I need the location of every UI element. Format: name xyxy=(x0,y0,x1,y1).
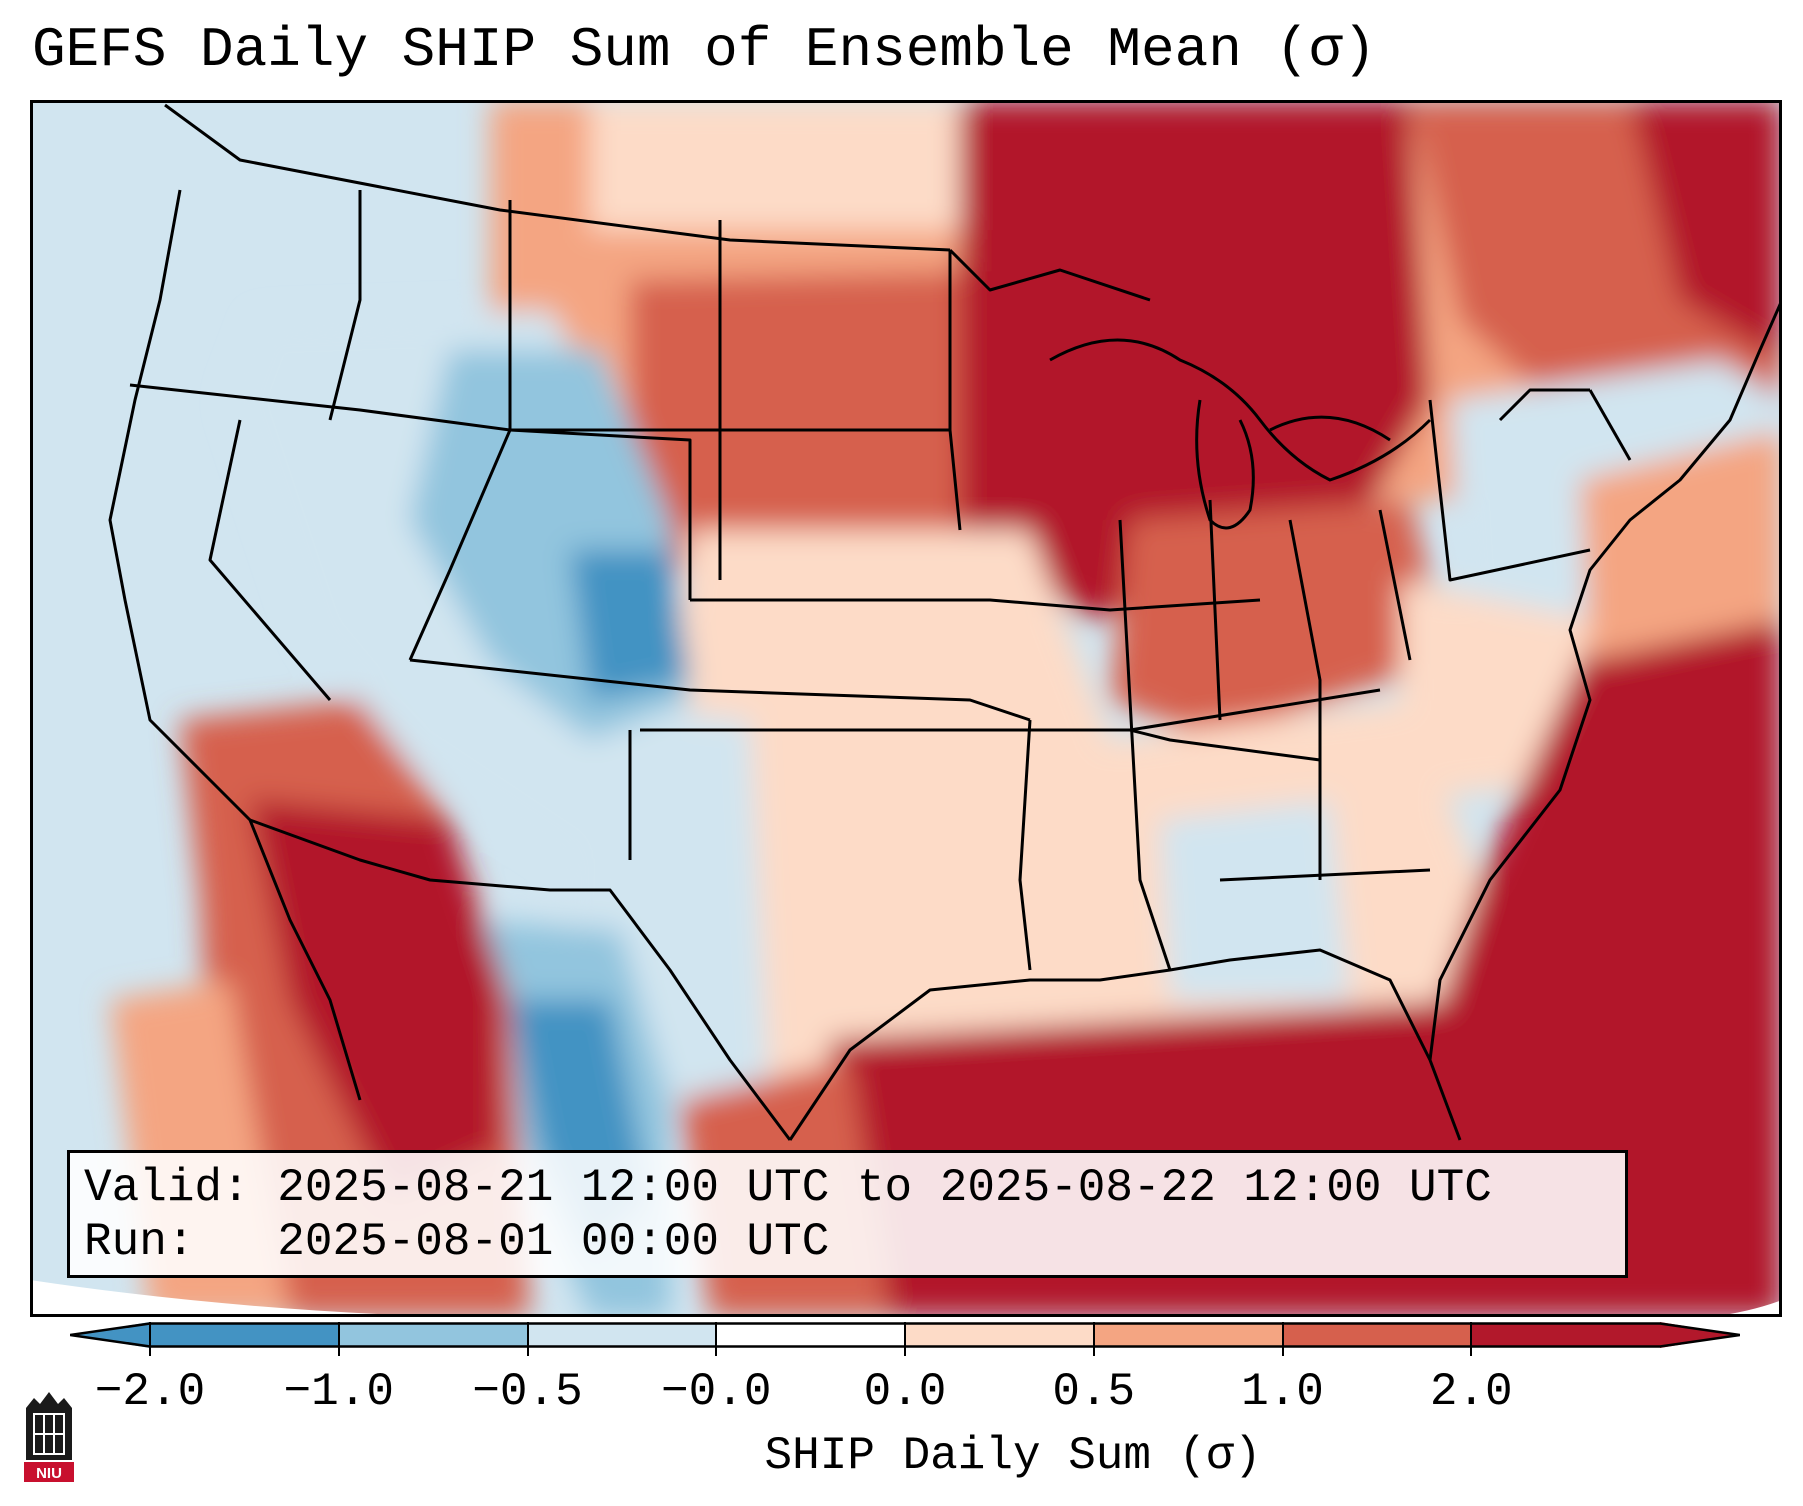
colorbar-segment xyxy=(527,1323,717,1347)
colorbar-label: SHIP Daily Sum (σ) xyxy=(764,1430,1262,1482)
colorbar-tick xyxy=(149,1322,151,1356)
colorbar-tick xyxy=(1281,1322,1284,1356)
map-frame xyxy=(30,100,1782,1317)
run-value: 2025-08-01 00:00 UTC xyxy=(277,1216,830,1268)
colorbar-tick-label: 0.0 xyxy=(863,1366,947,1418)
colorbar-tick xyxy=(904,1322,906,1356)
colorbar-segment xyxy=(150,1323,340,1347)
colorbar-tick xyxy=(715,1322,718,1356)
colorbar-segment xyxy=(1471,1323,1661,1347)
niu-tower-icon: NIU xyxy=(24,1392,74,1482)
colorbar-segment xyxy=(1282,1323,1472,1347)
colorbar-segments xyxy=(150,1323,1661,1347)
colorbar-tick-label: 1.0 xyxy=(1241,1366,1324,1418)
colorbar-tick-label: 0.5 xyxy=(1052,1366,1136,1418)
page-title: GEFS Daily SHIP Sum of Ensemble Mean (σ) xyxy=(32,18,1377,82)
colorbar-tick-label: −1.0 xyxy=(283,1366,394,1418)
colorbar-segment xyxy=(338,1323,528,1347)
colorbar-tick-label: −0.0 xyxy=(661,1366,772,1418)
colorbar-tick xyxy=(526,1322,529,1356)
logo-text: NIU xyxy=(36,1465,62,1482)
us-canada-border xyxy=(164,103,951,252)
map-border xyxy=(30,100,1782,1317)
colorbar-tick xyxy=(337,1322,340,1356)
colorbar-tick-label: −2.0 xyxy=(94,1366,206,1418)
run-label: Run: xyxy=(84,1216,195,1268)
colorbar-tick xyxy=(1470,1322,1473,1356)
info-box: Valid: 2025-08-21 12:00 UTC to 2025-08-2… xyxy=(67,1150,1628,1278)
colorbar-segment xyxy=(905,1323,1095,1347)
colorbar-tick xyxy=(1092,1322,1095,1356)
map-svg xyxy=(30,100,1782,1317)
colorbar-tick-label: −0.5 xyxy=(472,1366,583,1418)
projection-edge xyxy=(1710,1300,1782,1317)
colorbar-extend-high xyxy=(1660,1322,1740,1348)
valid-row: Valid: 2025-08-21 12:00 UTC to 2025-08-2… xyxy=(84,1161,1611,1215)
valid-value: 2025-08-21 12:00 UTC to 2025-08-22 12:00… xyxy=(277,1162,1492,1214)
colorbar-segment xyxy=(1093,1323,1283,1347)
run-row: Run: 2025-08-01 00:00 UTC xyxy=(84,1215,1611,1269)
colorbar-extend-low xyxy=(70,1322,150,1348)
valid-label: Valid: xyxy=(84,1162,250,1214)
colorbar-tick-label: 2.0 xyxy=(1429,1366,1513,1418)
colorbar-segment xyxy=(716,1323,906,1347)
projection-edge-left xyxy=(30,1280,450,1317)
boundary-lines xyxy=(108,103,1782,1141)
